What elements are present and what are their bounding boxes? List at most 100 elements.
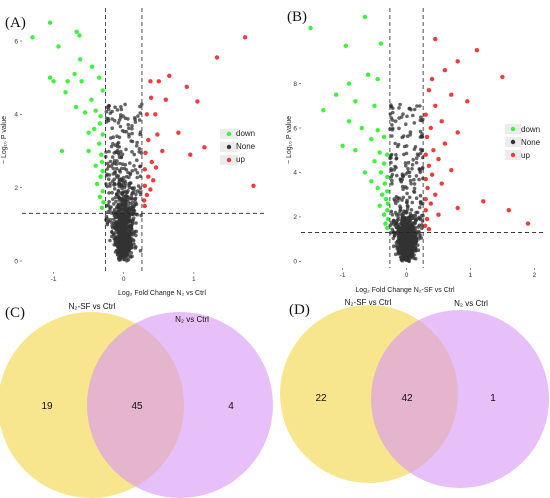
- point-up-b-26: [423, 196, 428, 202]
- point-none-b: [409, 181, 413, 186]
- point-none-b: [406, 233, 410, 237]
- point-none-b: [410, 237, 415, 242]
- point-none-b: [417, 177, 421, 182]
- point-none-b: [390, 212, 395, 217]
- point-up-a-15: [202, 145, 207, 150]
- point-none-a: [106, 203, 110, 207]
- point-none-a: [113, 250, 118, 254]
- point-none-b: [418, 147, 423, 152]
- point-up-a-20: [142, 167, 147, 172]
- point-down-b-26: [382, 181, 387, 186]
- point-none-b: [403, 161, 408, 165]
- point-none-a: [129, 255, 133, 259]
- point-none-b: [414, 174, 419, 178]
- legend-b-key-none: [510, 139, 516, 145]
- point-up-b-17: [423, 152, 428, 157]
- point-up-a-0: [242, 35, 248, 40]
- legend-a-label-up: up: [236, 155, 245, 164]
- point-up-b-16: [431, 148, 436, 153]
- point-none-a: [105, 172, 109, 177]
- point-none-b: [411, 113, 415, 118]
- point-down-a-0: [30, 35, 35, 40]
- point-none-b: [392, 218, 396, 223]
- point-none-b: [413, 246, 418, 250]
- legend-b-key-down: [510, 126, 516, 132]
- point-none-b: [409, 226, 414, 230]
- point-none-a: [118, 161, 122, 166]
- point-down-b-22: [362, 170, 368, 175]
- point-none-b: [420, 165, 425, 170]
- point-none-a: [137, 150, 141, 154]
- point-up-b-24: [425, 185, 430, 191]
- point-none-a: [117, 135, 122, 140]
- point-none-b: [399, 245, 404, 249]
- point-none-b: [401, 195, 406, 200]
- point-none-b: [418, 233, 422, 237]
- point-none-a: [134, 144, 139, 148]
- point-none-a: [138, 111, 142, 115]
- point-none-a: [108, 238, 112, 243]
- point-up-a-21: [146, 174, 151, 179]
- point-down-b-15: [369, 136, 374, 142]
- point-up-b-22: [423, 176, 428, 182]
- point-none-b: [402, 152, 406, 157]
- point-none-a: [120, 236, 125, 240]
- point-down-b-5: [346, 81, 352, 86]
- point-none-b: [412, 177, 416, 182]
- point-none-a: [121, 175, 126, 180]
- point-none-a: [126, 204, 131, 208]
- point-none-a: [133, 197, 137, 202]
- point-none-b: [401, 134, 406, 138]
- point-none-b: [418, 170, 423, 175]
- point-none-a: [108, 208, 112, 212]
- legend-a-label-down: down: [236, 129, 255, 138]
- point-none-a: [123, 225, 127, 229]
- panel-label-d: (D): [289, 302, 310, 318]
- point-down-a-2: [56, 44, 61, 49]
- point-none-b: [407, 259, 412, 264]
- point-down-b-29: [380, 192, 385, 197]
- point-up-b-11: [439, 119, 444, 124]
- point-up-b-28: [455, 205, 460, 211]
- legend-a-key-up: [226, 157, 232, 163]
- point-up-b-7: [449, 92, 454, 97]
- point-none-a: [125, 219, 130, 223]
- point-down-b-24: [385, 174, 390, 180]
- point-none-a: [134, 245, 138, 249]
- point-none-a: [138, 132, 142, 137]
- point-none-a: [119, 105, 123, 109]
- point-none-b: [406, 160, 411, 165]
- point-none-b: [395, 244, 400, 249]
- panel-label-b: (B): [287, 9, 307, 25]
- point-none-b: [402, 144, 407, 149]
- point-none-a: [127, 246, 132, 251]
- point-up-a-14: [160, 148, 165, 154]
- point-down-b-6: [375, 76, 380, 82]
- point-none-b: [417, 215, 421, 220]
- point-down-b-18: [377, 150, 382, 155]
- point-none-a: [130, 186, 135, 191]
- point-up-b-14: [424, 134, 430, 140]
- point-none-a: [138, 174, 143, 179]
- point-none-a: [107, 104, 111, 108]
- point-up-a-16: [188, 152, 193, 157]
- point-none-a: [111, 172, 116, 176]
- point-none-b: [390, 118, 395, 122]
- point-none-a: [130, 207, 134, 212]
- point-none-b: [394, 213, 399, 217]
- point-none-a: [112, 212, 116, 216]
- point-none-a: [112, 202, 116, 206]
- point-up-b-13: [455, 130, 460, 135]
- point-down-a-26: [86, 148, 91, 154]
- point-none-b: [406, 226, 411, 231]
- point-none-a: [123, 163, 128, 167]
- point-down-b-17: [340, 143, 345, 148]
- y-tick-label-b-2: 4: [293, 170, 297, 177]
- point-none-a: [125, 232, 130, 236]
- legend-a-label-none: None: [236, 142, 256, 151]
- point-none-b: [404, 211, 409, 215]
- point-none-a: [119, 196, 124, 201]
- point-none-a: [131, 238, 136, 243]
- point-none-b: [414, 156, 419, 160]
- point-none-a: [114, 166, 119, 171]
